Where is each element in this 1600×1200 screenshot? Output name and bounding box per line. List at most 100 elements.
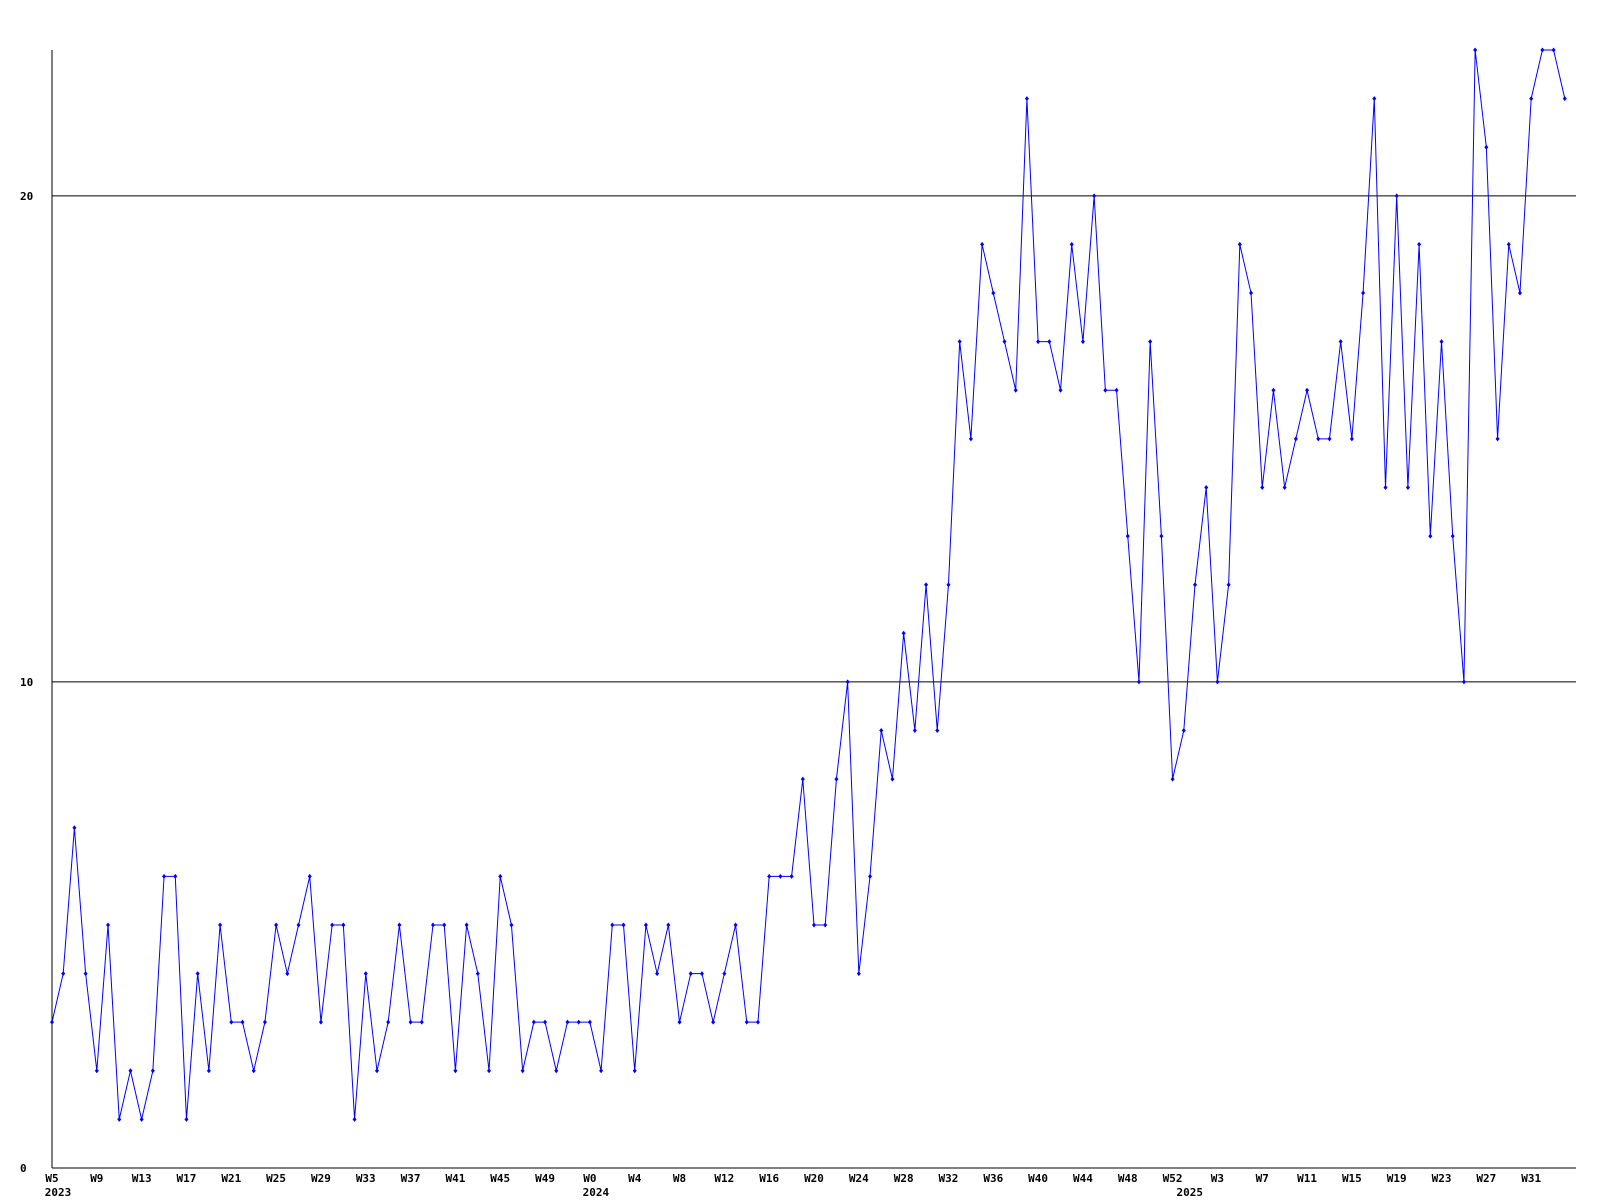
x-tick-label: W9 <box>90 1172 103 1185</box>
data-point <box>1540 47 1545 53</box>
data-point <box>1562 96 1567 102</box>
data-point <box>453 1068 458 1074</box>
data-point <box>599 1068 604 1074</box>
data-point <box>83 971 88 977</box>
data-point <box>1338 339 1343 345</box>
x-tick-label: W19 <box>1387 1172 1407 1185</box>
data-point <box>632 1068 637 1074</box>
data-point <box>94 1068 99 1074</box>
data-point <box>397 922 402 928</box>
x-tick-label: W12 <box>714 1172 734 1185</box>
data-point <box>229 1019 234 1025</box>
data-point <box>487 1068 492 1074</box>
data-point <box>363 971 368 977</box>
x-tick-label: W25 <box>266 1172 286 1185</box>
data-point <box>789 873 794 879</box>
data-point <box>1282 484 1287 490</box>
data-point <box>1237 241 1242 247</box>
data-point <box>722 971 727 977</box>
data-point <box>991 290 996 296</box>
data-point <box>206 1068 211 1074</box>
data-point <box>744 1019 749 1025</box>
data-point <box>1047 339 1052 345</box>
data-point <box>1473 47 1478 53</box>
data-point <box>778 873 783 879</box>
data-point <box>173 873 178 879</box>
data-point <box>419 1019 424 1025</box>
data-point <box>924 582 929 588</box>
data-point <box>1136 679 1141 685</box>
x-tick-label: W13 <box>132 1172 152 1185</box>
x-tick-label: W41 <box>445 1172 465 1185</box>
data-point <box>1002 339 1007 345</box>
data-point <box>262 1019 267 1025</box>
data-point <box>1383 484 1388 490</box>
data-point <box>1080 339 1085 345</box>
data-point <box>408 1019 413 1025</box>
data-point <box>442 922 447 928</box>
data-point <box>677 1019 682 1025</box>
data-point <box>643 922 648 928</box>
data-point <box>1092 193 1097 199</box>
data-point <box>1260 484 1265 490</box>
data-point <box>879 728 884 734</box>
x-tick-label: W21 <box>221 1172 241 1185</box>
data-point <box>946 582 951 588</box>
data-point <box>1506 241 1511 247</box>
data-point <box>1439 339 1444 345</box>
data-point <box>812 922 816 928</box>
data-point <box>1024 96 1029 102</box>
data-point <box>1249 290 1254 296</box>
y-tick-label: 20 <box>20 190 33 203</box>
data-point <box>195 971 200 977</box>
data-point <box>800 776 805 782</box>
data-point <box>912 728 917 734</box>
data-point <box>509 922 514 928</box>
data-point <box>386 1019 391 1025</box>
y-tick-label: 0 <box>20 1162 27 1175</box>
data-point <box>1417 241 1422 247</box>
x-tick-label: W4 <box>628 1172 642 1185</box>
x-tick-label: W33 <box>356 1172 376 1185</box>
x-tick-label: W44 <box>1073 1172 1093 1185</box>
data-point <box>901 630 906 636</box>
x-tick-label: W40 <box>1028 1172 1048 1185</box>
data-point <box>150 1068 155 1074</box>
data-point <box>498 873 503 879</box>
x-tick-label: W45 <box>490 1172 510 1185</box>
data-point <box>285 971 290 977</box>
data-point <box>565 1019 570 1025</box>
data-point <box>845 679 850 685</box>
data-point <box>935 728 940 734</box>
data-point <box>61 971 66 977</box>
data-point <box>106 922 111 928</box>
data-point <box>475 971 480 977</box>
data-point <box>823 922 828 928</box>
data-point <box>543 1019 548 1025</box>
data-point <box>1551 47 1556 53</box>
data-point <box>240 1019 245 1025</box>
data-point <box>834 776 839 782</box>
x-tick-label: W0 <box>583 1172 596 1185</box>
y-tick-label: 10 <box>20 676 33 689</box>
data-point <box>520 1068 525 1074</box>
data-point <box>1316 436 1321 442</box>
data-point <box>1495 436 1500 442</box>
data-point <box>1372 96 1377 102</box>
data-point <box>587 1019 592 1025</box>
data-point <box>1461 679 1466 685</box>
x-tick-label: W52 <box>1163 1172 1183 1185</box>
x-tick-label: W48 <box>1118 1172 1138 1185</box>
data-point <box>1114 387 1119 393</box>
data-point <box>184 1116 189 1122</box>
data-point <box>767 873 772 879</box>
x-tick-label: W23 <box>1432 1172 1452 1185</box>
x-tick-label: W36 <box>983 1172 1003 1185</box>
data-point <box>856 971 861 977</box>
data-line <box>51 49 1566 1120</box>
x-tick-label: W7 <box>1256 1172 1269 1185</box>
data-point <box>1405 484 1410 490</box>
data-point <box>699 971 704 977</box>
